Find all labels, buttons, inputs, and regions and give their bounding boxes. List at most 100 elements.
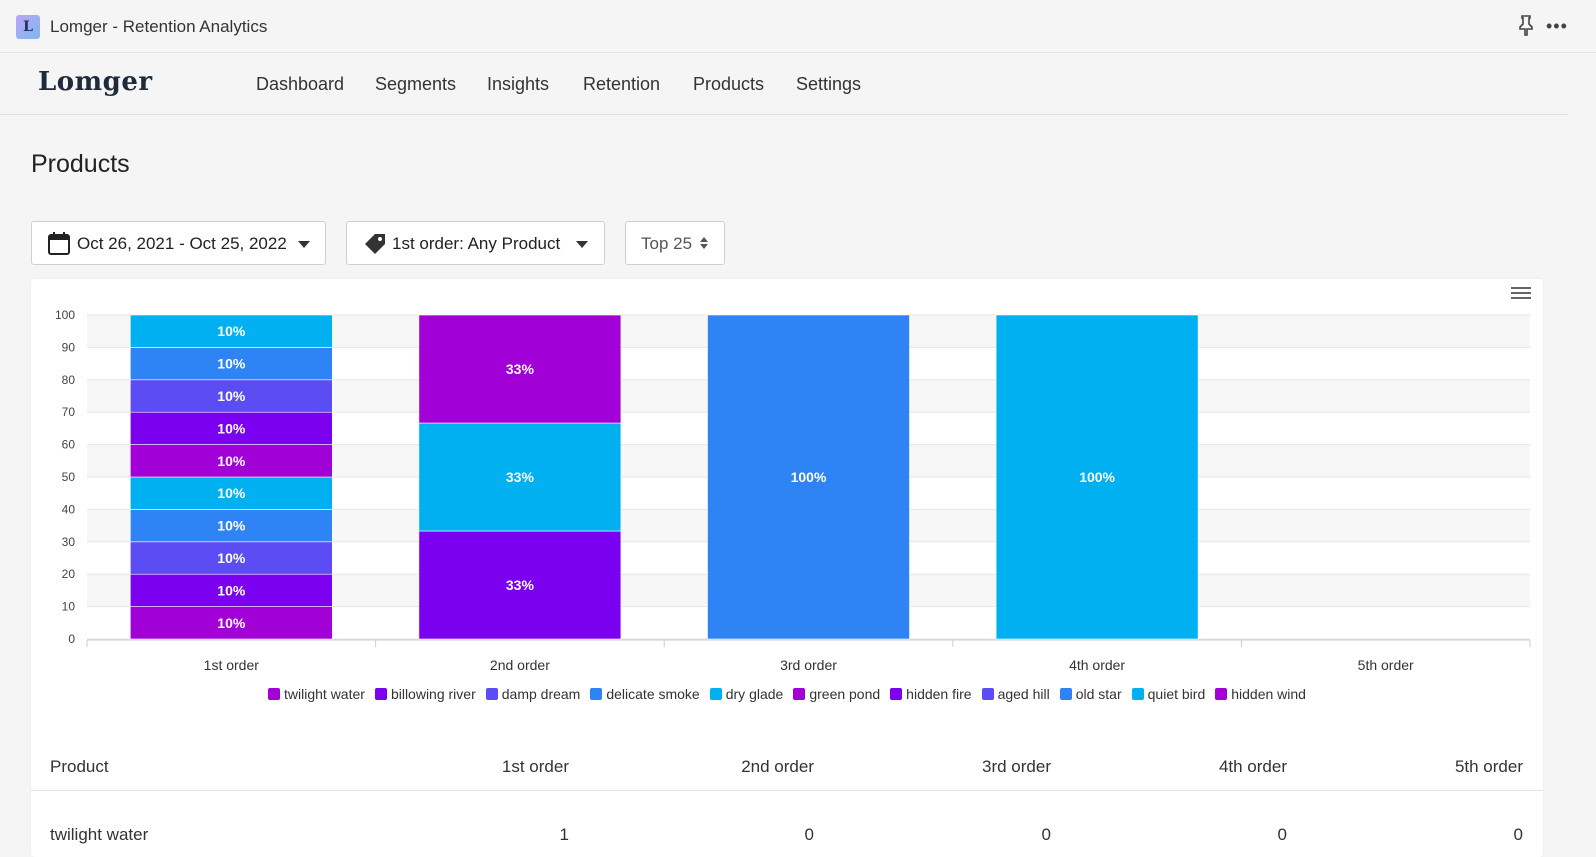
- y-tick-label: 10: [62, 600, 76, 614]
- y-tick-label: 90: [62, 340, 76, 354]
- col-product[interactable]: Product: [50, 757, 109, 776]
- brand-logo[interactable]: Lomger: [38, 67, 153, 97]
- date-range-value: Oct 26, 2021 - Oct 25, 2022: [77, 234, 287, 253]
- bar-segment: [130, 541, 333, 575]
- x-tick-label: 5th order: [1358, 657, 1414, 673]
- bar-data-label: 10%: [217, 323, 246, 339]
- nav-segments[interactable]: Segments: [375, 74, 457, 94]
- products-table: Product 1st order 2nd order 3rd order 4t…: [31, 739, 1543, 844]
- legend-item[interactable]: dry glade: [709, 686, 784, 702]
- legend-label: dry glade: [725, 686, 784, 702]
- nav-retention[interactable]: Retention: [583, 74, 661, 94]
- legend-label: aged hill: [997, 686, 1050, 702]
- cell-3rd-order: 0: [1041, 825, 1051, 844]
- product-filter-value: 1st order: Any Product: [392, 234, 561, 253]
- bar-data-label: 33%: [506, 361, 535, 377]
- bar-segment: [130, 509, 333, 543]
- bar-data-label: 10%: [217, 388, 246, 404]
- nav-settings[interactable]: Settings: [796, 74, 862, 94]
- col-5th-order[interactable]: 5th order: [1454, 757, 1523, 776]
- bar-segment: [418, 422, 622, 532]
- legend-label: green pond: [809, 686, 881, 702]
- legend-item[interactable]: green pond: [793, 686, 880, 702]
- bar-data-label: 100%: [791, 469, 827, 485]
- legend-swatch: [793, 688, 806, 700]
- bar-data-label: 33%: [506, 577, 535, 593]
- bar-segment: [130, 573, 333, 607]
- bar-segment: [130, 606, 333, 640]
- legend-swatch: [374, 688, 387, 700]
- more-options-icon[interactable]: •••: [1546, 16, 1568, 36]
- x-tick-label: 2nd order: [490, 657, 550, 673]
- legend-label: hidden wind: [1231, 686, 1306, 702]
- cell-5th-order: 0: [1513, 825, 1523, 844]
- legend-swatch: [590, 688, 603, 700]
- legend-label: damp dream: [501, 686, 581, 702]
- legend-item[interactable]: twilight water: [268, 686, 365, 702]
- bar-data-label: 10%: [217, 453, 246, 469]
- y-tick-label: 100: [55, 308, 75, 322]
- col-2nd-order[interactable]: 2nd order: [741, 757, 814, 776]
- top-n-value: Top 25: [641, 234, 693, 253]
- col-1st-order[interactable]: 1st order: [501, 757, 569, 776]
- legend-label: hidden fire: [906, 686, 972, 702]
- bar-segment: [130, 314, 333, 348]
- bar-segment: [418, 314, 622, 424]
- bar-data-label: 10%: [217, 420, 246, 436]
- cell-product: twilight water: [50, 825, 149, 844]
- chart-legend: twilight water billowing river damp dream d…: [31, 686, 1543, 702]
- legend-item[interactable]: delicate smoke: [590, 686, 700, 702]
- page-title: Products: [31, 150, 130, 178]
- y-tick-label: 80: [62, 373, 76, 387]
- bar-segment: [130, 379, 333, 413]
- bar-data-label: 10%: [217, 550, 246, 566]
- bar-segment: [130, 347, 333, 381]
- legend-label: old star: [1075, 686, 1122, 702]
- window-titlebar: L Lomger - Retention Analytics •••: [0, 0, 1596, 53]
- bar-data-label: 10%: [217, 518, 246, 534]
- bar-data-label: 100%: [1079, 469, 1115, 485]
- cell-1st-order: 1: [559, 825, 569, 844]
- chart-menu-icon[interactable]: [1511, 287, 1531, 303]
- y-tick-label: 0: [68, 632, 75, 646]
- table-header: Product 1st order 2nd order 3rd order 4t…: [31, 739, 1543, 791]
- legend-item[interactable]: damp dream: [485, 686, 581, 702]
- chevron-down-icon: [298, 241, 310, 248]
- legend-label: delicate smoke: [606, 686, 700, 702]
- legend-swatch: [1215, 688, 1228, 700]
- legend-item[interactable]: billowing river: [374, 686, 476, 702]
- cell-4th-order: 0: [1277, 825, 1287, 844]
- legend-item[interactable]: quiet bird: [1131, 686, 1205, 702]
- bar-data-label: 10%: [217, 615, 246, 631]
- legend-swatch: [268, 688, 281, 700]
- bar-segment: [995, 314, 1199, 640]
- bar-data-label: 10%: [217, 582, 246, 598]
- tag-icon: [365, 234, 385, 254]
- date-range-dropdown[interactable]: Oct 26, 2021 - Oct 25, 2022: [31, 221, 326, 265]
- legend-item[interactable]: old star: [1059, 686, 1122, 702]
- legend-item[interactable]: hidden wind: [1215, 686, 1306, 702]
- col-4th-order[interactable]: 4th order: [1218, 757, 1287, 776]
- bar-data-label: 10%: [217, 356, 246, 372]
- legend-swatch: [890, 688, 903, 700]
- col-3rd-order[interactable]: 3rd order: [982, 757, 1051, 776]
- chevron-down-icon: [576, 241, 588, 248]
- legend-item[interactable]: hidden fire: [890, 686, 972, 702]
- x-tick-label: 4th order: [1069, 657, 1125, 673]
- products-card: 0 10 20 30 40 50 60 70 80 90 100 1st order 10% 10% 10%…: [31, 279, 1543, 857]
- legend-item[interactable]: aged hill: [981, 686, 1050, 702]
- legend-label: billowing river: [390, 686, 476, 702]
- bar-segment: [130, 476, 333, 510]
- product-filter-dropdown[interactable]: 1st order: Any Product: [346, 221, 605, 265]
- nav-insights[interactable]: Insights: [487, 74, 550, 94]
- nav-products[interactable]: Products: [693, 74, 765, 94]
- top-n-select[interactable]: Top 25: [625, 221, 725, 265]
- app-icon: L: [16, 15, 40, 39]
- y-tick-label: 50: [62, 470, 76, 484]
- y-tick-label: 70: [62, 405, 76, 419]
- legend-swatch: [485, 688, 498, 700]
- calendar-icon: [48, 232, 70, 255]
- table-row: twilight water 1 0 0 0 0: [31, 791, 1543, 844]
- nav-dashboard[interactable]: Dashboard: [256, 74, 345, 94]
- pin-icon[interactable]: [1516, 14, 1536, 36]
